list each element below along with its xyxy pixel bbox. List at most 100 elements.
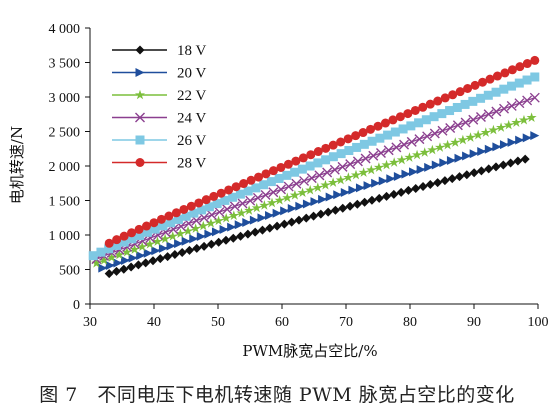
legend: 18 V 20 V 22 V 24 V 26 V 28 V [112, 43, 206, 172]
data-point [290, 167, 300, 177]
data-point [313, 158, 323, 168]
data-point [460, 117, 471, 128]
data-point [142, 227, 152, 237]
data-point [237, 198, 248, 209]
data-point [166, 218, 176, 228]
data-point [276, 162, 286, 172]
data-point [166, 241, 176, 251]
data-point [224, 185, 234, 195]
data-point [282, 192, 293, 203]
data-point [473, 129, 484, 140]
data-point [235, 189, 245, 199]
data-point [475, 111, 486, 122]
series-line [96, 97, 536, 260]
data-point [406, 136, 417, 147]
y-tick-label: 1 000 [49, 229, 81, 244]
data-point [352, 142, 362, 152]
data-point [333, 190, 343, 200]
data-point [366, 164, 377, 175]
data-point [111, 266, 121, 276]
data-point [492, 142, 502, 152]
data-point [336, 137, 346, 147]
data-point [137, 241, 148, 252]
data-point [192, 243, 202, 253]
data-point [249, 215, 259, 225]
data-point [445, 106, 455, 116]
data-point [127, 234, 137, 244]
data-point [316, 209, 326, 219]
data-point [336, 149, 346, 159]
data-point [291, 178, 302, 189]
data-point [302, 199, 312, 209]
data-point [469, 168, 479, 178]
data-point [396, 154, 407, 165]
data-point [181, 236, 191, 246]
data-point [491, 106, 502, 117]
data-point [363, 181, 373, 191]
data-point [477, 146, 487, 156]
data-point [358, 167, 369, 177]
data-point [343, 172, 354, 182]
data-point [340, 187, 350, 197]
y-tick-label: 2 500 [49, 126, 81, 141]
data-point [205, 218, 216, 228]
series-22v [91, 112, 537, 268]
data-point [507, 65, 517, 75]
data-point [236, 207, 247, 218]
data-point [395, 112, 405, 122]
data-point [104, 238, 114, 248]
data-point [191, 215, 202, 226]
data-point [498, 160, 508, 170]
data-point [360, 153, 371, 164]
data-point [496, 122, 507, 132]
data-point [437, 125, 448, 136]
data-point [201, 195, 211, 205]
data-point [206, 209, 217, 220]
data-point [373, 162, 384, 172]
data-point [181, 211, 191, 221]
data-point [388, 115, 398, 125]
data-point [348, 185, 358, 195]
data-point [455, 87, 465, 97]
data-point [229, 201, 240, 212]
data-point [389, 189, 399, 199]
data-point [398, 124, 408, 134]
data-point [366, 124, 376, 134]
data-point [393, 171, 403, 181]
data-point [279, 219, 289, 229]
data-point [266, 177, 276, 187]
data-point [199, 212, 210, 223]
data-point [373, 121, 383, 131]
data-point [367, 136, 377, 146]
data-point [433, 178, 443, 188]
data-point [375, 133, 385, 143]
data-point [194, 198, 204, 208]
x-axis-label: PWM脉宽占空比/% [242, 342, 377, 360]
data-point [259, 200, 270, 210]
data-point [242, 217, 252, 227]
axes: 0 500 1 000 1 500 2 000 2 500 3 000 3 500 4 000 3… [49, 22, 549, 330]
data-point [268, 166, 278, 176]
y-axis-label: 电机转速/N [8, 126, 26, 204]
data-point [345, 159, 356, 170]
data-point [429, 112, 439, 122]
data-point [289, 189, 300, 200]
x-tick-label: 80 [403, 315, 417, 330]
data-point [484, 164, 494, 174]
data-point [163, 252, 173, 262]
data-point [211, 227, 221, 237]
data-point [328, 140, 338, 150]
data-point [280, 206, 290, 216]
data-point [352, 156, 363, 167]
data-point [452, 102, 462, 112]
data-point [119, 237, 129, 247]
data-point [462, 170, 472, 180]
data-point [119, 231, 129, 241]
data-point [294, 215, 304, 225]
data-point [174, 239, 184, 249]
data-point [522, 75, 532, 85]
data-point [522, 59, 532, 69]
series-28v [104, 55, 540, 248]
x-tick-label: 70 [339, 315, 353, 330]
data-point [170, 250, 180, 260]
